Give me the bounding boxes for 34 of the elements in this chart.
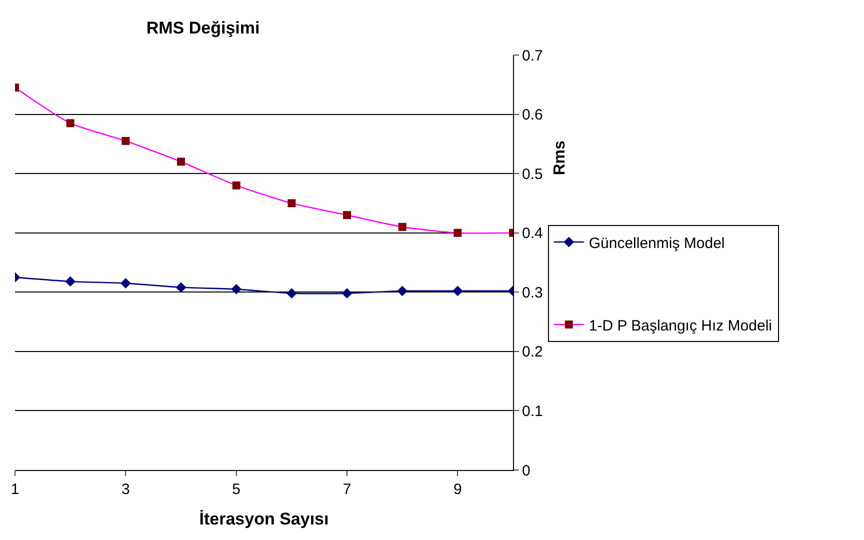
y-tick-label: 0.5 — [522, 166, 543, 183]
y-axis-title: Rms — [551, 140, 568, 176]
legend-label: 1-D P Başlangıç Hız Modeli — [588, 317, 772, 334]
point — [232, 181, 240, 190]
y-tick-label: 0.1 — [522, 402, 543, 420]
point — [286, 288, 297, 299]
point — [122, 136, 130, 145]
x-tick-label: 9 — [454, 481, 462, 498]
point — [288, 199, 296, 208]
point — [452, 286, 463, 296]
x-tick-label: 7 — [342, 481, 352, 498]
y-tick-label: 0.7 — [522, 47, 543, 64]
point — [231, 284, 242, 294]
x-tick-label: 3 — [122, 481, 130, 498]
point — [65, 276, 76, 287]
x-axis-title: İterasyon Sayısı — [199, 509, 329, 528]
point — [177, 158, 185, 166]
point — [398, 222, 406, 231]
point — [454, 228, 462, 237]
point — [342, 288, 352, 299]
point — [176, 282, 186, 293]
y-tick-label: 0 — [522, 462, 530, 480]
y-tick-label: 0.4 — [522, 225, 543, 242]
point — [66, 119, 74, 128]
legend-label: Güncellenmiş Model — [588, 234, 725, 252]
y-tick-label: 0.2 — [522, 344, 543, 361]
x-tick-label: 5 — [232, 481, 240, 498]
y-tick-label: 0.6 — [522, 106, 543, 124]
x-tick-label: 1 — [10, 481, 20, 498]
point — [343, 211, 351, 220]
point — [397, 286, 408, 296]
chart-title: RMS Değişimi — [146, 18, 260, 38]
y-tick-label: 0.3 — [522, 284, 543, 302]
point — [120, 278, 131, 288]
